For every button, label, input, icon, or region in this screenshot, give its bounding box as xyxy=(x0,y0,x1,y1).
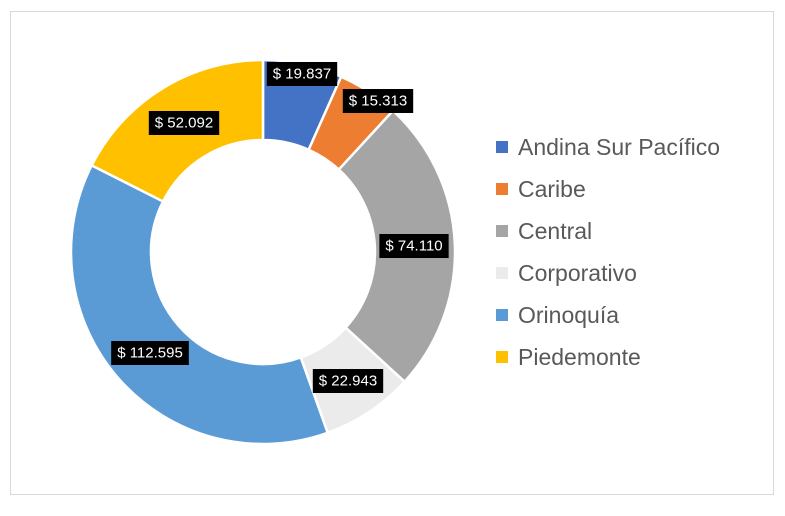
legend-item: Andina Sur Pacífico xyxy=(496,126,720,168)
data-label: $ 19.837 xyxy=(266,62,338,86)
data-label: $ 22.943 xyxy=(312,369,384,393)
legend-item: Corporativo xyxy=(496,252,720,294)
data-label-box xyxy=(312,369,384,393)
legend-item: Caribe xyxy=(496,168,720,210)
data-label-box xyxy=(148,111,220,135)
data-label-text: $ 19.837 xyxy=(273,66,331,83)
data-label-box xyxy=(266,62,338,86)
data-label-text: $ 112.595 xyxy=(117,345,183,362)
legend-swatch xyxy=(496,267,508,279)
data-label-text: $ 22.943 xyxy=(319,373,377,390)
data-label: $ 15.313 xyxy=(342,89,414,113)
legend-label: Piedemonte xyxy=(518,343,641,370)
legend-swatch xyxy=(496,141,508,153)
legend-label: Orinoquía xyxy=(518,301,620,328)
data-label-text: $ 52.092 xyxy=(155,115,213,132)
data-label: $ 74.110 xyxy=(379,234,449,258)
donut-slice xyxy=(69,163,330,446)
data-label-box xyxy=(342,89,414,113)
legend-label: Central xyxy=(518,217,593,244)
legend: Andina Sur Pacífico Caribe Central Corpo… xyxy=(496,126,720,378)
data-label: $ 52.092 xyxy=(148,111,220,135)
legend-item: Central xyxy=(496,210,720,252)
data-label: $ 112.595 xyxy=(111,341,189,365)
legend-swatch xyxy=(496,183,508,195)
legend-swatch xyxy=(496,225,508,237)
legend-label: Caribe xyxy=(518,175,586,202)
legend-swatch xyxy=(496,309,508,321)
data-label-box xyxy=(379,234,449,258)
legend-item: Piedemonte xyxy=(496,336,720,378)
data-label-text: $ 15.313 xyxy=(349,93,407,110)
legend-label: Corporativo xyxy=(518,259,637,286)
data-label-box xyxy=(111,341,189,365)
data-labels: $ 19.837 $ 15.313 $ 74.110 $ 22.943 $ 112.59… xyxy=(111,62,449,393)
legend-item: Orinoquía xyxy=(496,294,720,336)
legend-label: Andina Sur Pacífico xyxy=(518,133,721,160)
data-label-text: $ 74.110 xyxy=(385,238,442,255)
legend-swatch xyxy=(496,351,508,363)
